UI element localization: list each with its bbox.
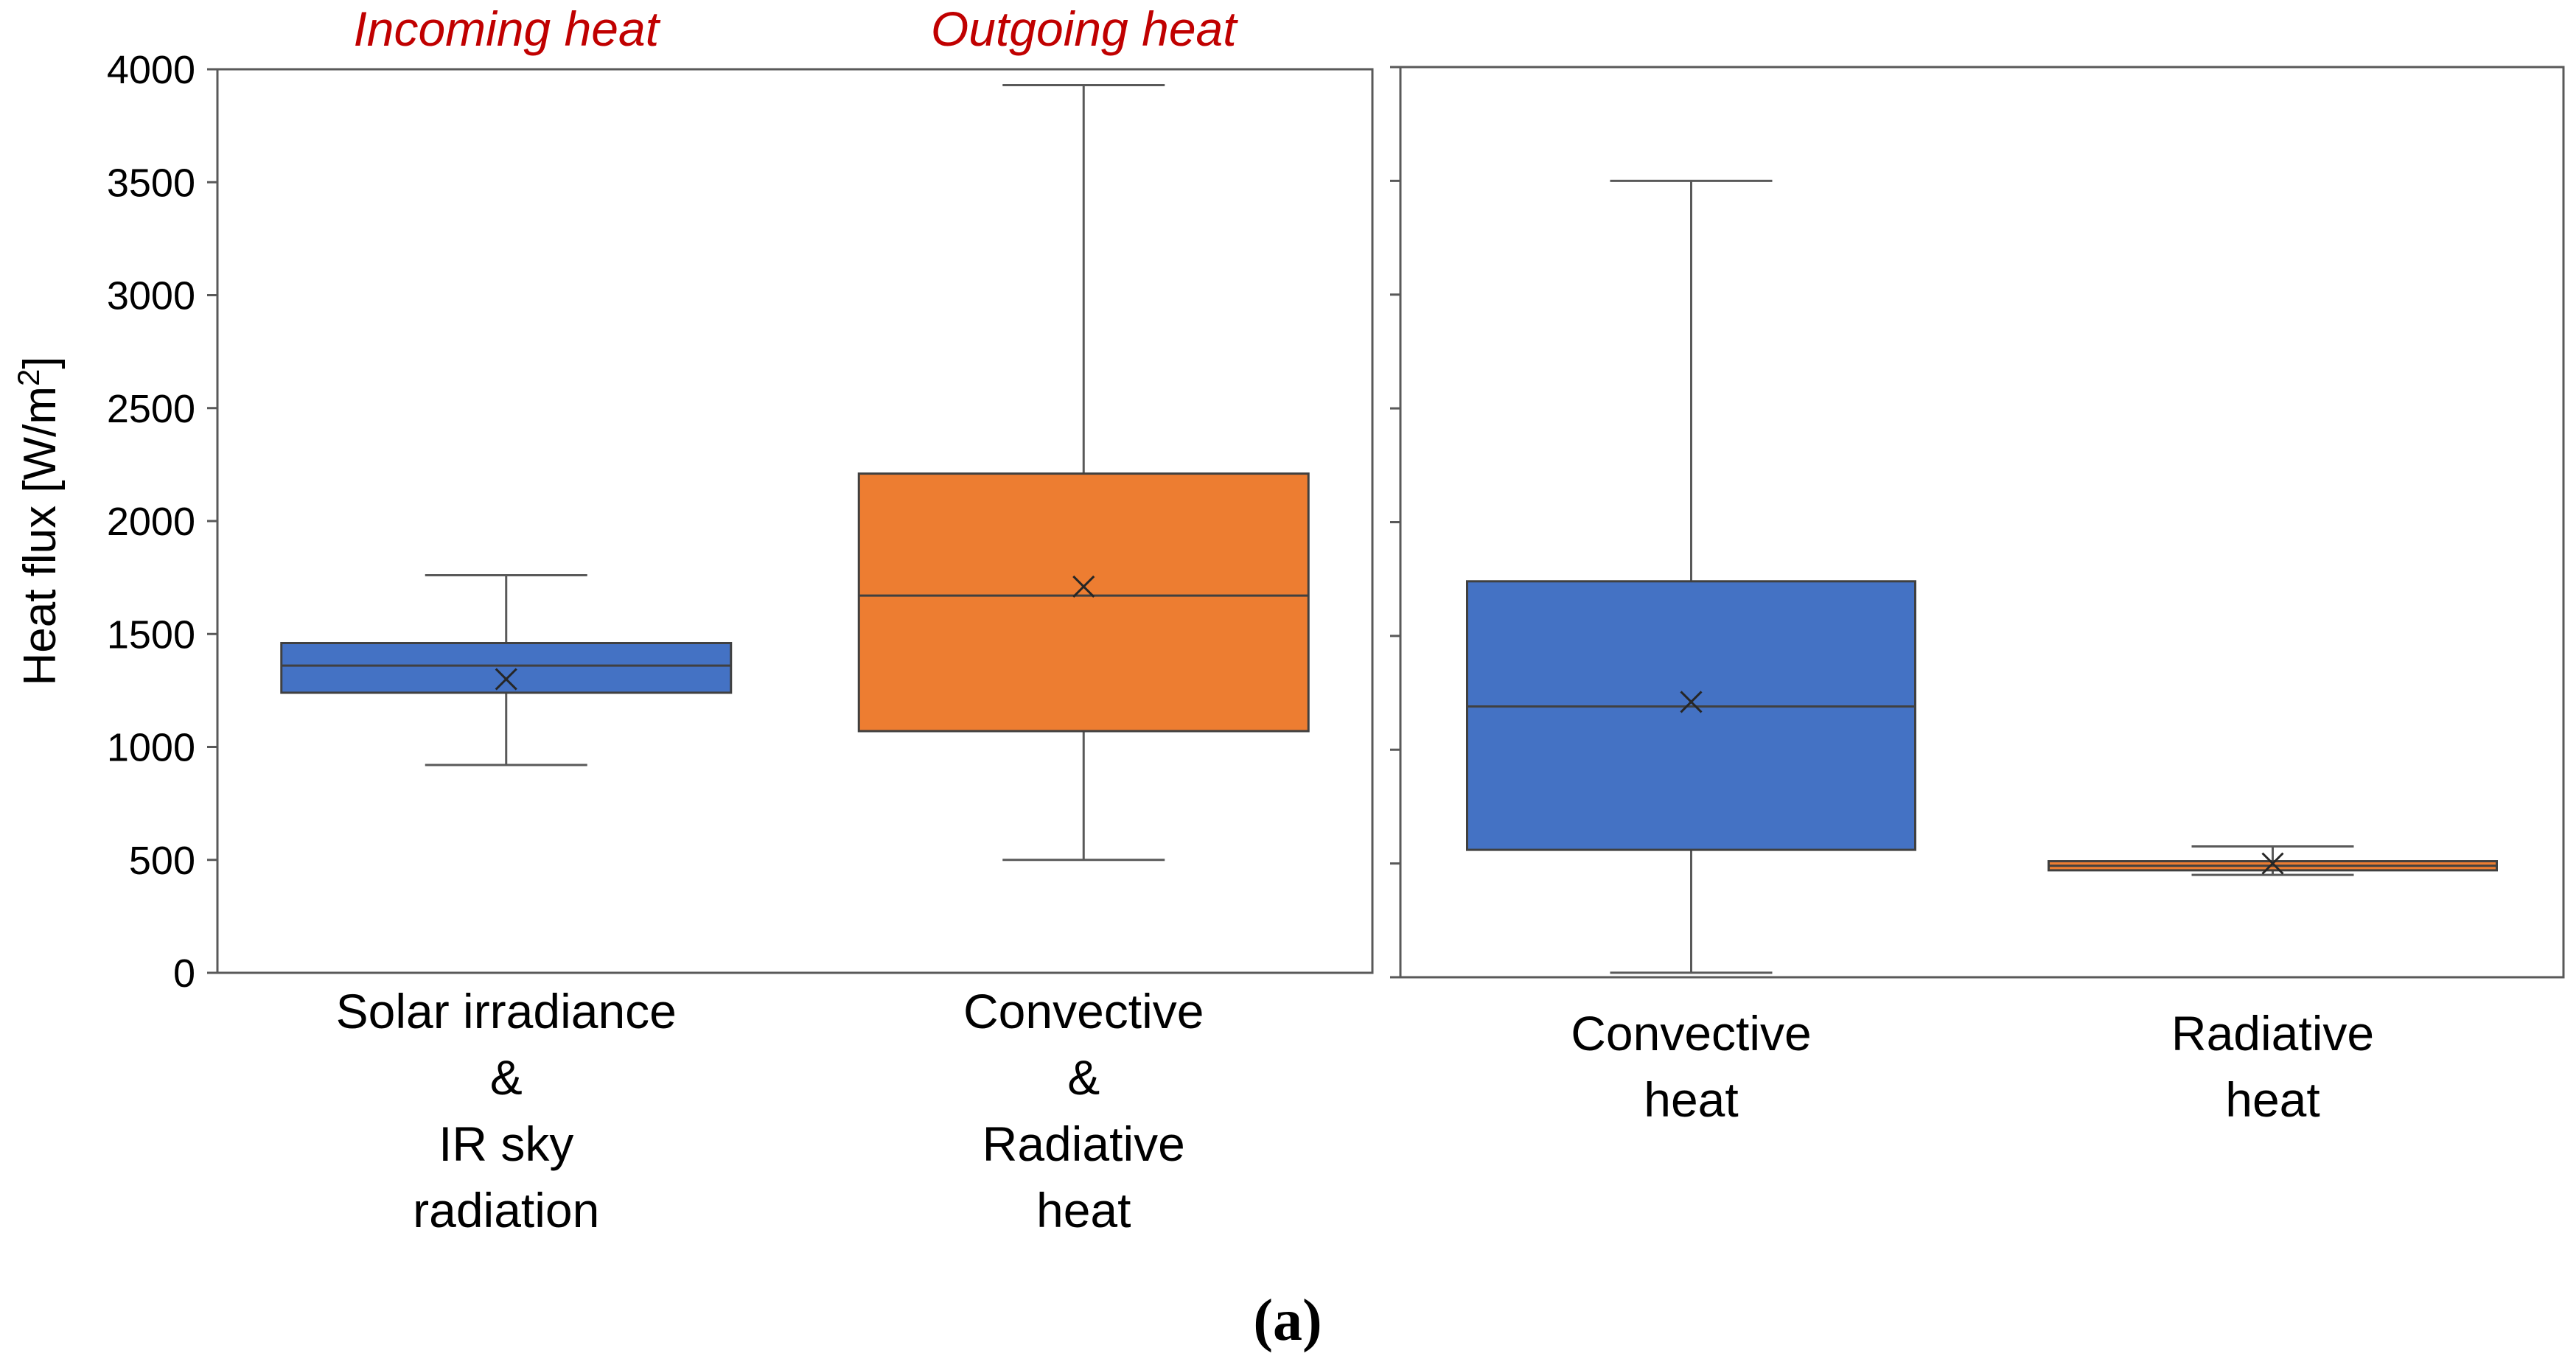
right-panel: Convective heat Radiative heat	[1390, 66, 2565, 1127]
left-panel: 0 500 1000 1500 2000 2500 3000 3500 4000 Heat flu…	[11, 1, 1374, 1237]
box-plot	[2048, 845, 2498, 876]
box-iqr	[857, 472, 1310, 733]
series-header-label: Incoming heat	[353, 1, 660, 56]
category-label: &	[490, 1050, 523, 1105]
box-plot	[857, 83, 1310, 862]
y-tick-label: 500	[129, 839, 195, 883]
category-label: IR sky	[439, 1117, 573, 1171]
category-label: Solar irradiance	[336, 984, 677, 1038]
category-label: heat	[1036, 1183, 1131, 1237]
mean-marker	[495, 668, 517, 691]
y-tick-label: 2500	[107, 387, 195, 431]
y-tick-label: 1500	[107, 612, 195, 657]
y-tick-label: 3500	[107, 161, 195, 205]
y-tick-label: 2000	[107, 500, 195, 544]
box-plot	[280, 574, 733, 766]
y-tick-label: 1000	[107, 726, 195, 770]
y-tick-label: 3000	[107, 274, 195, 318]
box-plot	[1466, 179, 1916, 974]
box-iqr	[1466, 580, 1916, 851]
category-label: Convective	[1571, 1006, 1812, 1061]
category-label: Radiative	[2171, 1006, 2374, 1061]
y-axis-title: Heat flux [W/m2]	[11, 356, 66, 685]
figure-caption: (a)	[1253, 1288, 1322, 1353]
mean-marker	[2261, 852, 2284, 875]
category-label: Convective	[963, 984, 1204, 1038]
mean-marker	[1072, 575, 1095, 598]
mean-marker	[1680, 691, 1703, 713]
category-label: heat	[2225, 1072, 2320, 1127]
y-tick-label: 0	[173, 951, 195, 996]
category-label: Radiative	[982, 1117, 1185, 1171]
category-label: heat	[1644, 1072, 1738, 1127]
category-label: radiation	[413, 1183, 599, 1237]
category-label: &	[1067, 1050, 1100, 1105]
series-header-label: Outgoing heat	[931, 1, 1238, 56]
y-tick-label: 4000	[107, 48, 195, 92]
box-iqr	[280, 642, 733, 694]
